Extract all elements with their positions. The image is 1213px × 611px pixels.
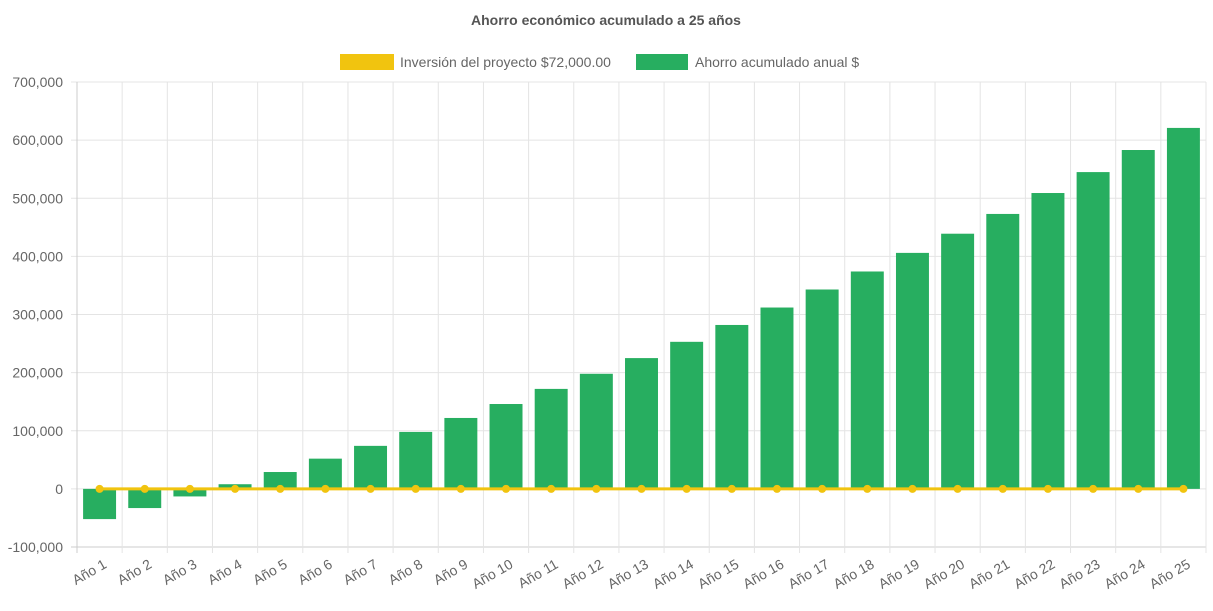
bar-año-8 (399, 431, 433, 489)
investment-point (502, 484, 511, 493)
legend-swatch-inversion (340, 54, 394, 70)
bar-año-18 (850, 271, 884, 489)
bar-año-24 (1121, 150, 1155, 489)
x-tick-label: Año 4 (205, 556, 245, 588)
investment-point (276, 484, 285, 493)
x-tick-label: Año 6 (295, 556, 335, 588)
investment-point (547, 484, 556, 493)
legend: Inversión del proyecto $72,000.00 Ahorro… (340, 54, 859, 70)
legend-label-ahorro: Ahorro acumulado anual $ (695, 54, 859, 70)
legend-swatch-ahorro (636, 54, 688, 70)
grid (71, 81, 1207, 553)
x-tick-label: Año 22 (1011, 556, 1058, 592)
x-tick-label: Año 7 (340, 556, 380, 588)
x-tick-label: Año 8 (386, 556, 426, 588)
investment-point (185, 484, 194, 493)
y-tick-label: 400,000 (12, 248, 63, 264)
investment-point (140, 484, 149, 493)
investment-point (456, 484, 465, 493)
x-tick-label: Año 10 (469, 556, 516, 592)
investment-point (1179, 484, 1188, 493)
x-tick-label: Año 14 (650, 556, 697, 592)
investment-point (366, 484, 375, 493)
investment-point (1134, 484, 1143, 493)
x-tick-label: Año 20 (921, 556, 968, 592)
bar-series (83, 127, 1200, 520)
x-tick-label: Año 3 (160, 556, 200, 588)
bar-año-20 (941, 233, 975, 489)
x-tick-label: Año 1 (69, 556, 109, 588)
y-tick-label: 0 (55, 481, 63, 497)
x-tick-label: Año 5 (250, 556, 290, 588)
bar-año-10 (489, 404, 523, 489)
y-axis: 700,000 600,000 500,000 400,000 300,000 200,0… (8, 74, 63, 555)
bar-año-21 (986, 213, 1020, 489)
y-tick-label: 100,000 (12, 423, 63, 439)
x-tick-label: Año 18 (830, 556, 877, 592)
x-tick-label: Año 12 (559, 556, 606, 592)
investment-point (727, 484, 736, 493)
investment-point (953, 484, 962, 493)
x-tick-label: Año 11 (515, 556, 561, 592)
y-tick-label: 700,000 (12, 74, 63, 90)
investment-point (908, 484, 917, 493)
investment-point (863, 484, 872, 493)
x-tick-label: Año 19 (876, 556, 923, 592)
investment-point (1043, 484, 1052, 493)
legend-item-ahorro[interactable]: Ahorro acumulado anual $ (636, 54, 859, 70)
chart-title: Ahorro económico acumulado a 25 años (471, 12, 741, 28)
x-tick-label: Año 24 (1101, 556, 1148, 592)
x-tick-label: Año 13 (605, 556, 652, 592)
x-tick-label: Año 23 (1056, 556, 1103, 592)
bar-año-25 (1166, 127, 1200, 489)
bar-año-22 (1031, 193, 1065, 489)
investment-point (95, 484, 104, 493)
line-series (95, 484, 1188, 493)
y-tick-label: 500,000 (12, 190, 63, 206)
y-tick-label: 200,000 (12, 365, 63, 381)
legend-label-inversion: Inversión del proyecto $72,000.00 (400, 54, 611, 70)
x-axis: Año 1 Año 2 Año 3 Año 4 Año 5 Año 6 Año 7 Año 8… (69, 556, 1193, 592)
investment-point (231, 484, 240, 493)
bar-año-7 (354, 445, 388, 489)
investment-point (772, 484, 781, 493)
bar-año-16 (760, 307, 794, 489)
bar-año-1 (83, 488, 117, 520)
legend-item-inversion[interactable]: Inversión del proyecto $72,000.00 (340, 54, 611, 70)
x-tick-label: Año 2 (115, 556, 155, 588)
investment-point (818, 484, 827, 493)
bar-año-23 (1076, 172, 1110, 489)
bar-año-13 (625, 358, 658, 489)
bar-año-15 (715, 324, 749, 489)
investment-point (592, 484, 601, 493)
investment-point (321, 484, 330, 493)
bar-año-14 (670, 341, 704, 489)
investment-point (682, 484, 691, 493)
x-tick-label: Año 15 (695, 556, 742, 592)
x-tick-label: Año 25 (1146, 556, 1193, 592)
x-tick-label: Año 9 (431, 556, 471, 588)
bar-año-19 (895, 252, 929, 489)
y-tick-label: -100,000 (8, 539, 63, 555)
x-tick-label: Año 16 (740, 556, 787, 592)
bar-año-2 (128, 488, 162, 509)
y-tick-label: 600,000 (12, 132, 63, 148)
bar-año-6 (308, 458, 342, 489)
bar-año-5 (263, 472, 297, 489)
investment-point (411, 484, 420, 493)
y-tick-label: 300,000 (12, 307, 63, 323)
bar-año-9 (444, 417, 478, 489)
bar-año-12 (579, 373, 613, 489)
x-tick-label: Año 21 (966, 556, 1013, 592)
investment-point (637, 484, 646, 493)
x-tick-label: Año 17 (785, 556, 832, 592)
investment-point (1089, 484, 1098, 493)
bar-año-11 (534, 388, 568, 489)
investment-point (998, 484, 1007, 493)
bar-año-17 (805, 289, 839, 489)
